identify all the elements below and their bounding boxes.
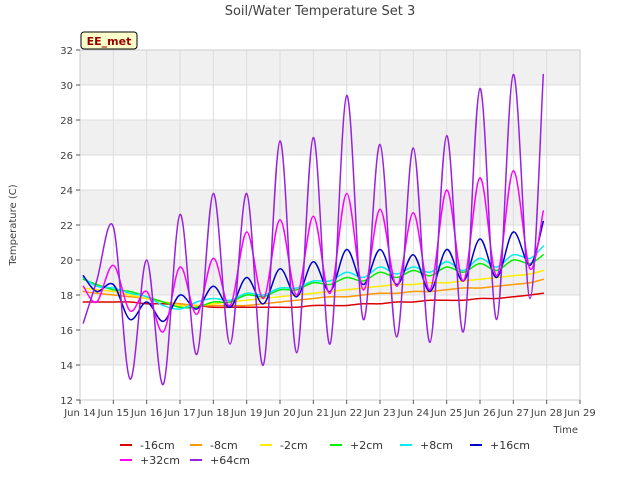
background-band <box>80 190 580 225</box>
y-tick-label: 18 <box>60 291 73 302</box>
x-tick-label: Jun 21 <box>297 408 330 419</box>
x-tick-label: Jun 16 <box>130 408 163 419</box>
legend-label: +32cm <box>140 454 180 467</box>
series-line-7 <box>82 170 545 333</box>
site-label-background <box>80 31 138 50</box>
legend-label: -8cm <box>210 439 238 452</box>
x-tick-label: Jun 19 <box>230 408 263 419</box>
background-band <box>80 330 580 365</box>
legend-label: -2cm <box>280 439 308 452</box>
y-tick-label: 16 <box>60 326 73 337</box>
x-tick-label: Jun 22 <box>330 408 363 419</box>
x-tick-label: Jun 26 <box>463 408 496 419</box>
series-line-8 <box>82 73 545 386</box>
x-tick-label: Jun 20 <box>263 408 296 419</box>
x-tick-label: Jun 14 <box>63 408 96 419</box>
legend: -16cm -8cm -2cm +2cm +8cm +16cm +32cm +64cm <box>120 439 530 467</box>
x-tick-label: Jun 28 <box>530 408 563 419</box>
x-tick-label: Jun 23 <box>363 408 396 419</box>
y-tick-label: 14 <box>60 361 73 372</box>
background-band <box>80 120 580 155</box>
y-tick-label: 28 <box>60 116 73 127</box>
y-tick-label: 30 <box>60 81 73 92</box>
y-axis-label: Temperature (C) <box>8 184 19 266</box>
legend-label: +8cm <box>420 439 453 452</box>
y-tick-label: 26 <box>60 151 73 162</box>
y-tick-label: 20 <box>60 256 73 267</box>
legend-label: +64cm <box>210 454 250 467</box>
x-axis-ticks: Jun 14 Jun 15 Jun 16 Jun 17 Jun 18 Jun 19 Jun … <box>63 400 596 419</box>
x-tick-label: Jun 17 <box>163 408 196 419</box>
site-label-box: EE_met <box>80 31 138 50</box>
y-tick-label: 24 <box>60 186 73 197</box>
chart-title: Soil/Water Temperature Set 3 <box>225 4 416 19</box>
x-axis-label: Time <box>553 425 578 436</box>
legend-label: +16cm <box>490 439 530 452</box>
y-tick-label: 32 <box>60 46 73 57</box>
x-tick-label: Jun 15 <box>97 408 130 419</box>
y-tick-label: 22 <box>60 221 73 232</box>
legend-label: -16cm <box>140 439 175 452</box>
x-tick-label: Jun 29 <box>563 408 596 419</box>
site-label: EE_met <box>87 35 132 48</box>
x-tick-label: Jun 24 <box>397 408 430 419</box>
legend-label: +2cm <box>350 439 383 452</box>
y-tick-label: 12 <box>60 396 73 407</box>
x-tick-label: Jun 18 <box>197 408 230 419</box>
y-axis-ticks: 12 14 16 18 20 22 24 26 28 30 32 <box>60 46 80 407</box>
background-band <box>80 50 580 85</box>
x-tick-label: Jun 27 <box>497 408 530 419</box>
x-tick-label: Jun 25 <box>430 408 463 419</box>
series-lines <box>82 73 545 386</box>
